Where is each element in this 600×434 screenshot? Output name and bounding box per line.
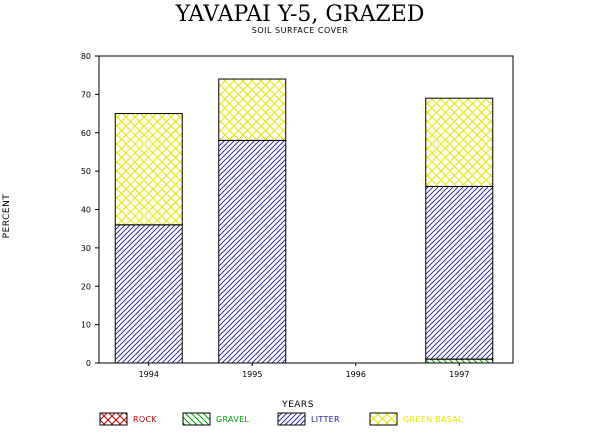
bar-segment-litter [114, 224, 183, 364]
legend-label-rock: ROCK [133, 415, 157, 424]
bar-segment-gravel [425, 358, 494, 364]
bar-segment-litter [218, 139, 287, 364]
legend-label-litter: LITTER [311, 415, 340, 424]
bar-segment-green-basal [425, 97, 494, 187]
y-tick-label: 40 [81, 206, 91, 215]
x-axis: 1994 1995 1996 1997 [139, 363, 469, 379]
x-tick-label: 1996 [346, 370, 366, 379]
legend-swatch-litter [277, 412, 306, 426]
y-tick-label: 0 [86, 359, 91, 368]
x-tick-label: 1994 [139, 370, 159, 379]
y-tick-label: 60 [81, 129, 91, 138]
bar-segment-litter [425, 185, 494, 360]
chart-title: YAVAPAI Y-5, GRAZED [175, 2, 425, 27]
legend: ROCK GRAVEL LITTER GREEN BASAL [99, 412, 463, 426]
legend-swatch-rock [99, 412, 128, 426]
y-axis: 0 10 20 30 40 50 60 70 80 [81, 52, 99, 368]
legend-swatch-gravel [182, 412, 211, 426]
legend-label-gravel: GRAVEL [216, 415, 249, 424]
bar-segment-green-basal [114, 113, 183, 226]
bar-segment-green-basal [218, 78, 287, 141]
chart-subtitle: SOIL SURFACE COVER [252, 26, 348, 35]
y-tick-label: 20 [81, 282, 91, 291]
x-axis-label: YEARS [281, 400, 314, 410]
y-tick-label: 10 [81, 321, 91, 330]
x-tick-label: 1995 [242, 370, 262, 379]
y-tick-label: 70 [81, 90, 91, 99]
legend-label-green-basal: GREEN BASAL [403, 415, 463, 424]
y-tick-label: 50 [81, 167, 91, 176]
y-axis-label: PERCENT [2, 194, 12, 239]
y-tick-label: 80 [81, 52, 91, 61]
y-tick-label: 30 [81, 244, 91, 253]
bars [114, 78, 494, 364]
legend-swatch-green-basal [369, 412, 398, 426]
x-tick-label: 1997 [449, 370, 469, 379]
